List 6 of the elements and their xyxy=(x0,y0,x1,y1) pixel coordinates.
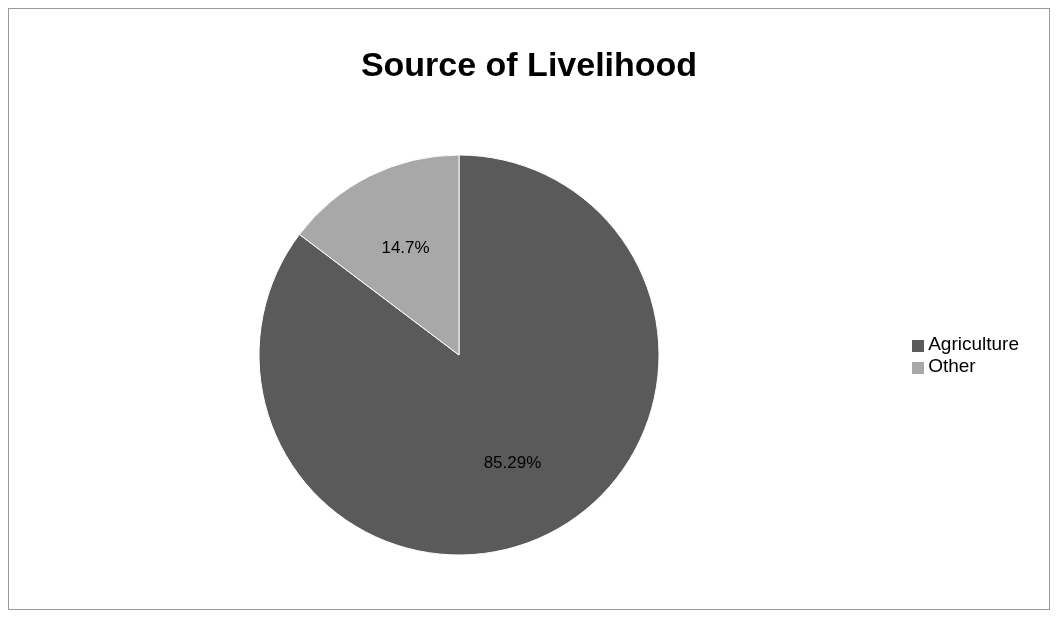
chart-title: Source of Livelihood xyxy=(359,44,699,85)
data-label: 14.7% xyxy=(381,238,430,258)
legend-label: Agriculture xyxy=(928,333,1019,354)
legend-label: Other xyxy=(928,355,976,376)
pie-slice xyxy=(258,154,660,556)
data-label: 85.29% xyxy=(483,452,542,472)
